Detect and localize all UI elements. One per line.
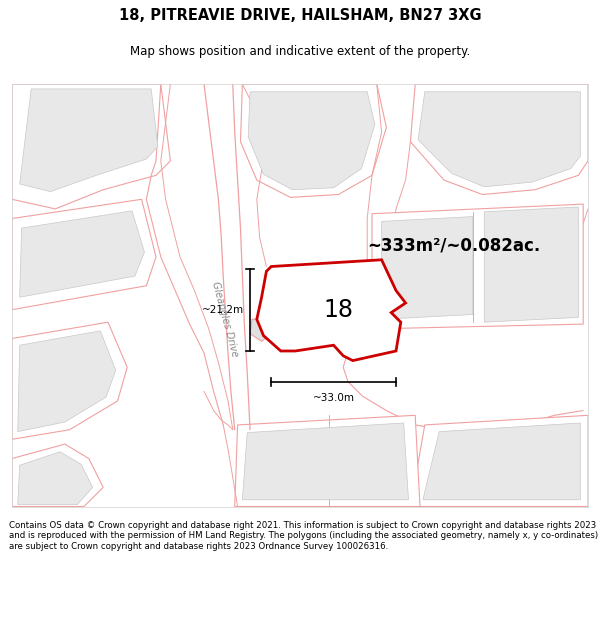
- Text: Gleangles Drive: Gleangles Drive: [210, 281, 240, 358]
- Polygon shape: [372, 204, 583, 329]
- Polygon shape: [484, 207, 578, 322]
- Polygon shape: [410, 415, 588, 506]
- Text: Map shows position and indicative extent of the property.: Map shows position and indicative extent…: [130, 45, 470, 58]
- Text: ~33.0m: ~33.0m: [313, 393, 355, 403]
- Polygon shape: [418, 92, 580, 187]
- Polygon shape: [12, 199, 156, 310]
- Polygon shape: [12, 322, 127, 439]
- Text: 18, PITREAVIE DRIVE, HAILSHAM, BN27 3XG: 18, PITREAVIE DRIVE, HAILSHAM, BN27 3XG: [119, 8, 481, 23]
- Polygon shape: [18, 452, 92, 504]
- Polygon shape: [423, 423, 580, 500]
- Polygon shape: [235, 415, 420, 506]
- Polygon shape: [20, 211, 145, 298]
- Polygon shape: [257, 260, 406, 361]
- Polygon shape: [241, 84, 386, 198]
- Text: Contains OS data © Crown copyright and database right 2021. This information is : Contains OS data © Crown copyright and d…: [9, 521, 598, 551]
- Polygon shape: [18, 331, 116, 432]
- Text: ~21.2m: ~21.2m: [202, 305, 244, 315]
- Polygon shape: [250, 318, 269, 341]
- Polygon shape: [12, 84, 170, 209]
- Text: 18: 18: [323, 298, 353, 322]
- Polygon shape: [12, 444, 103, 506]
- Polygon shape: [382, 217, 473, 319]
- Polygon shape: [248, 92, 375, 190]
- Text: ~333m²/~0.082ac.: ~333m²/~0.082ac.: [367, 236, 541, 254]
- Polygon shape: [242, 423, 409, 500]
- Polygon shape: [20, 89, 158, 192]
- Polygon shape: [410, 84, 588, 194]
